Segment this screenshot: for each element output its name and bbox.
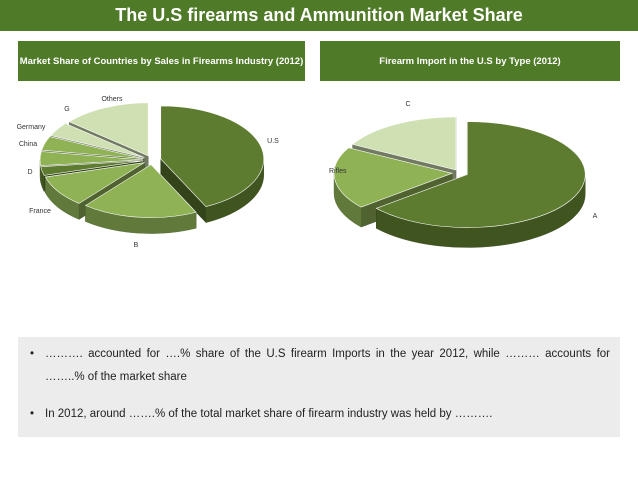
left-chart-title: Market Share of Countries by Sales in Fi… bbox=[19, 55, 304, 67]
right-chart-header: Firearm Import in the U.S by Type (2012) bbox=[320, 41, 620, 81]
bullet-marker: • bbox=[30, 408, 35, 420]
bullet-item: • In 2012, around …….% of the total mark… bbox=[30, 403, 610, 426]
bullet-text: ………. accounted for ….% share of the U.S … bbox=[45, 348, 610, 383]
slice-label-c: C bbox=[405, 101, 410, 108]
slice-label-g: G bbox=[64, 106, 69, 113]
slice-label-u-s: U.S bbox=[267, 138, 279, 145]
slice-label-france: France bbox=[29, 208, 51, 215]
slice-label-b: B bbox=[134, 242, 139, 249]
pie-slice-u-s bbox=[160, 105, 265, 207]
pie-slice-b bbox=[84, 164, 197, 218]
bullet-box: • ………. accounted for ….% share of the U.… bbox=[18, 337, 620, 437]
bullet-marker: • bbox=[30, 348, 35, 360]
pie-slice-others bbox=[68, 102, 149, 157]
pie-slice-germany bbox=[41, 136, 144, 159]
slice-label-d: D bbox=[27, 169, 32, 176]
title-bar bbox=[0, 0, 638, 31]
pie-slice-rifles bbox=[333, 147, 454, 208]
import-type-pie-chart: A Rifles C bbox=[329, 101, 598, 248]
pie-slice-china bbox=[39, 151, 144, 166]
bullet-text: In 2012, around …….% of the total market… bbox=[45, 408, 493, 420]
right-chart-title: Firearm Import in the U.S by Type (2012) bbox=[379, 55, 561, 67]
pie-slice-g bbox=[50, 123, 145, 158]
pie-slice-a bbox=[375, 121, 586, 228]
slice-label-germany: Germany bbox=[17, 124, 46, 131]
pie-slice-d bbox=[40, 160, 144, 176]
slice-label-others: Others bbox=[101, 96, 123, 103]
bullet-item: • ………. accounted for ….% share of the U.… bbox=[30, 343, 610, 389]
country-share-pie-chart: U.S B France D China Germany G Others bbox=[17, 96, 280, 249]
pie-slice-france bbox=[44, 162, 145, 204]
slice-label-a: A bbox=[593, 213, 598, 220]
pie-slice-c bbox=[351, 116, 457, 171]
page-title: The U.S firearms and Ammunition Market S… bbox=[115, 5, 523, 25]
left-chart-header: Market Share of Countries by Sales in Fi… bbox=[18, 41, 305, 81]
slice-label-rifles: Rifles bbox=[329, 168, 347, 175]
slice-label-china: China bbox=[19, 141, 37, 148]
